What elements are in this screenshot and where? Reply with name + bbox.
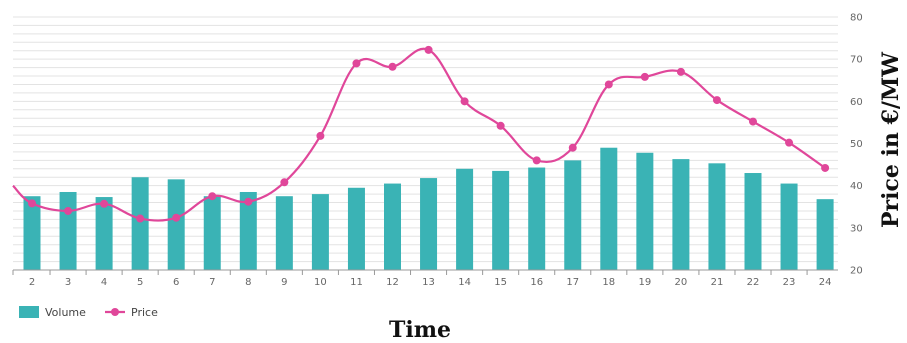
x-tick-label: 3 — [65, 277, 71, 288]
x-tick-label: 11 — [350, 277, 363, 288]
y-axis-title: Price in €/MW — [878, 52, 904, 228]
volume-bar — [600, 147, 618, 270]
x-tick-label: 12 — [386, 277, 399, 288]
legend: Volume Price — [19, 306, 158, 319]
price-line — [12, 45, 830, 223]
price-point — [821, 163, 830, 172]
y-tick-label: 50 — [850, 139, 863, 150]
price-point — [280, 178, 289, 187]
price-point — [28, 199, 36, 208]
volume-bar — [492, 170, 510, 270]
volume-bar — [744, 173, 762, 270]
price-point — [640, 72, 649, 81]
volume-bar — [564, 160, 582, 270]
volume-bar — [384, 183, 401, 270]
y-tick-label: 60 — [850, 97, 863, 108]
price-point — [568, 143, 577, 152]
price-point — [785, 138, 794, 147]
price-point — [316, 131, 325, 140]
price-point — [749, 117, 757, 126]
x-tick-label: 13 — [422, 277, 435, 288]
y-axis: 20 30 40 50 60 70 80 — [850, 13, 863, 277]
x-tick-label: 17 — [566, 277, 579, 288]
price-point — [604, 80, 613, 89]
y-tick-label: 30 — [850, 223, 863, 234]
volume-bar — [239, 191, 257, 270]
price-point — [208, 192, 217, 201]
x-tick-label: 24 — [819, 277, 832, 288]
x-tick-label: 7 — [209, 277, 215, 288]
y-tick-label: 80 — [850, 13, 863, 24]
price-point — [136, 214, 145, 223]
x-tick-label: 4 — [101, 277, 107, 288]
volume-bar — [636, 152, 654, 270]
x-tick-label: 6 — [173, 277, 179, 288]
legend-swatch-volume — [19, 306, 39, 318]
price-point — [352, 59, 361, 68]
volume-bar — [275, 196, 293, 270]
price-point — [676, 67, 685, 76]
volume-bar — [203, 196, 221, 270]
x-tick-label: 5 — [137, 277, 143, 288]
x-tick-label: 21 — [711, 277, 724, 288]
volume-bar — [23, 196, 41, 270]
volume-bar — [131, 177, 149, 270]
price-point — [712, 96, 721, 105]
volume-bar — [95, 197, 113, 270]
price-point — [496, 121, 505, 130]
x-tick-label: 14 — [458, 277, 471, 288]
price-point — [172, 213, 181, 222]
y-tick-label: 20 — [850, 266, 863, 277]
volume-bar — [420, 178, 438, 270]
x-tick-label: 16 — [530, 277, 543, 288]
x-tick-label: 23 — [783, 277, 796, 288]
x-tick-label: 20 — [675, 277, 688, 288]
x-axis: 2 3 4 5 6 7 8 9 10 11 12 13 14 15 16 17 18 19 20 21 22 23 24 — [12, 269, 838, 288]
x-tick-label: 10 — [314, 277, 327, 288]
volume-bar — [311, 194, 329, 270]
price-point — [388, 62, 397, 71]
price-point — [424, 45, 433, 54]
x-tick-label: 2 — [29, 277, 35, 288]
price-point — [460, 97, 469, 106]
legend-label-price: Price — [131, 306, 158, 319]
volume-bar — [780, 183, 798, 270]
volume-bar — [528, 167, 546, 270]
y-tick-label: 40 — [850, 181, 863, 192]
volume-bars — [23, 147, 834, 270]
x-tick-label: 8 — [245, 277, 251, 288]
volume-bar — [59, 191, 77, 270]
y-tick-label: 70 — [850, 55, 863, 66]
price-point — [532, 156, 541, 165]
volume-bar — [708, 163, 726, 270]
volume-bar — [816, 199, 834, 270]
volume-bar — [672, 159, 690, 270]
volume-bar — [167, 179, 185, 270]
legend-marker-price — [111, 308, 119, 316]
x-tick-label: 22 — [747, 277, 760, 288]
x-axis-title: Time — [389, 317, 451, 343]
volume-bar — [347, 187, 365, 270]
x-tick-label: 9 — [281, 277, 287, 288]
legend-label-volume: Volume — [45, 306, 86, 319]
x-tick-label: 18 — [602, 277, 615, 288]
x-tick-label: 19 — [638, 277, 651, 288]
volume-bar — [456, 168, 474, 270]
x-tick-label: 15 — [494, 277, 507, 288]
price-point — [100, 199, 109, 208]
price-point — [244, 197, 253, 206]
price-point — [64, 206, 73, 215]
